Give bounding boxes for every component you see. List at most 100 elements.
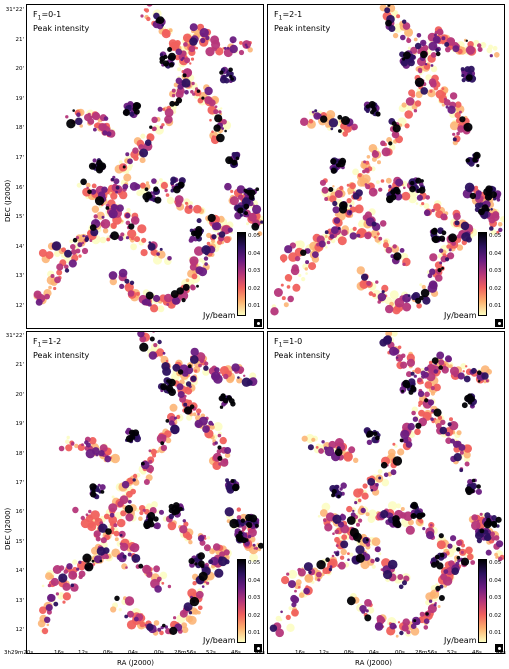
emission-blob bbox=[255, 187, 260, 192]
emission-blob bbox=[414, 367, 422, 374]
emission-blob bbox=[346, 183, 350, 187]
emission-blob bbox=[439, 552, 445, 558]
dec-tick-label: 20' bbox=[15, 391, 24, 398]
emission-blob bbox=[124, 614, 129, 619]
emission-blob bbox=[356, 522, 360, 527]
emission-blob bbox=[213, 422, 223, 432]
emission-blob bbox=[489, 54, 493, 58]
emission-blob bbox=[460, 557, 470, 566]
emission-blob bbox=[144, 139, 152, 146]
emission-blob bbox=[403, 51, 411, 60]
emission-blob bbox=[346, 516, 356, 525]
emission-blob bbox=[55, 592, 59, 596]
emission-blob bbox=[110, 192, 118, 200]
emission-blob bbox=[366, 542, 371, 547]
emission-blob bbox=[201, 245, 211, 255]
emission-blob bbox=[477, 380, 481, 383]
emission-blob bbox=[424, 398, 429, 403]
emission-blob bbox=[368, 509, 377, 519]
emission-blob bbox=[457, 372, 465, 380]
emission-blob bbox=[397, 448, 405, 456]
emission-blob bbox=[392, 442, 396, 446]
emission-blob bbox=[228, 398, 235, 404]
emission-blob bbox=[218, 556, 224, 561]
emission-blob bbox=[227, 227, 233, 233]
emission-blob bbox=[419, 616, 423, 621]
emission-blob bbox=[440, 255, 448, 263]
emission-blob bbox=[197, 412, 200, 416]
emission-blob bbox=[243, 203, 250, 210]
emission-blob bbox=[479, 528, 485, 534]
colorbar bbox=[237, 232, 246, 316]
emission-blob bbox=[257, 231, 263, 237]
emission-blob bbox=[380, 179, 385, 183]
emission-blob bbox=[436, 562, 444, 570]
emission-blob bbox=[228, 67, 233, 73]
emission-blob bbox=[334, 529, 340, 535]
emission-blob bbox=[433, 417, 437, 421]
emission-blob bbox=[298, 273, 302, 277]
emission-blob bbox=[145, 191, 152, 197]
emission-blob bbox=[340, 482, 347, 489]
ra-tick-label: 28m56s bbox=[415, 650, 438, 656]
emission-blob bbox=[118, 160, 123, 165]
emission-blob bbox=[183, 402, 188, 407]
emission-blob bbox=[174, 416, 177, 420]
emission-blob bbox=[168, 62, 175, 68]
emission-blob bbox=[407, 519, 414, 526]
emission-blob bbox=[323, 446, 328, 451]
emission-blob bbox=[436, 81, 440, 84]
emission-blob bbox=[246, 222, 249, 226]
emission-blob bbox=[490, 229, 497, 235]
emission-blob bbox=[114, 595, 120, 601]
emission-blob bbox=[365, 160, 370, 165]
emission-blob bbox=[326, 240, 331, 245]
emission-blob bbox=[139, 157, 146, 164]
emission-blob bbox=[93, 127, 97, 132]
emission-blob bbox=[129, 111, 135, 117]
emission-blob bbox=[45, 604, 53, 612]
dec-tick-label: 13' bbox=[15, 597, 24, 604]
emission-blob bbox=[330, 158, 337, 165]
emission-blob bbox=[99, 484, 106, 491]
emission-blob bbox=[190, 57, 195, 61]
emission-blob bbox=[159, 630, 164, 636]
emission-blob bbox=[91, 205, 100, 213]
emission-blob bbox=[162, 60, 170, 67]
emission-blob bbox=[159, 178, 163, 182]
emission-blob bbox=[402, 262, 406, 266]
emission-blob bbox=[465, 39, 468, 42]
emission-blob bbox=[365, 512, 370, 517]
emission-blob bbox=[349, 552, 354, 557]
emission-blob bbox=[177, 67, 182, 72]
emission-blob bbox=[405, 97, 415, 106]
emission-blob bbox=[461, 402, 468, 409]
emission-blob bbox=[417, 390, 425, 397]
emission-blob bbox=[460, 363, 467, 370]
emission-blob bbox=[459, 450, 464, 455]
emission-blob bbox=[498, 556, 503, 562]
emission-blob bbox=[168, 378, 176, 387]
emission-blob bbox=[118, 268, 128, 278]
emission-blob bbox=[247, 47, 253, 53]
emission-blob bbox=[423, 209, 431, 217]
emission-blob bbox=[187, 399, 192, 405]
emission-blob bbox=[444, 42, 450, 47]
emission-blob bbox=[105, 554, 110, 560]
emission-blob bbox=[406, 358, 415, 367]
emission-blob bbox=[447, 422, 452, 427]
emission-blob bbox=[357, 539, 361, 543]
emission-blob bbox=[236, 515, 242, 520]
emission-blob bbox=[236, 507, 241, 512]
emission-blob bbox=[338, 561, 346, 570]
emission-blob bbox=[75, 236, 80, 240]
emission-blob bbox=[346, 505, 353, 513]
emission-blob bbox=[35, 298, 43, 306]
emission-blob bbox=[176, 383, 184, 391]
emission-blob bbox=[433, 383, 441, 392]
emission-blob bbox=[98, 523, 108, 533]
emission-blob bbox=[214, 367, 220, 373]
emission-blob bbox=[295, 240, 305, 250]
emission-blob bbox=[347, 558, 350, 561]
emission-blob bbox=[332, 206, 340, 214]
